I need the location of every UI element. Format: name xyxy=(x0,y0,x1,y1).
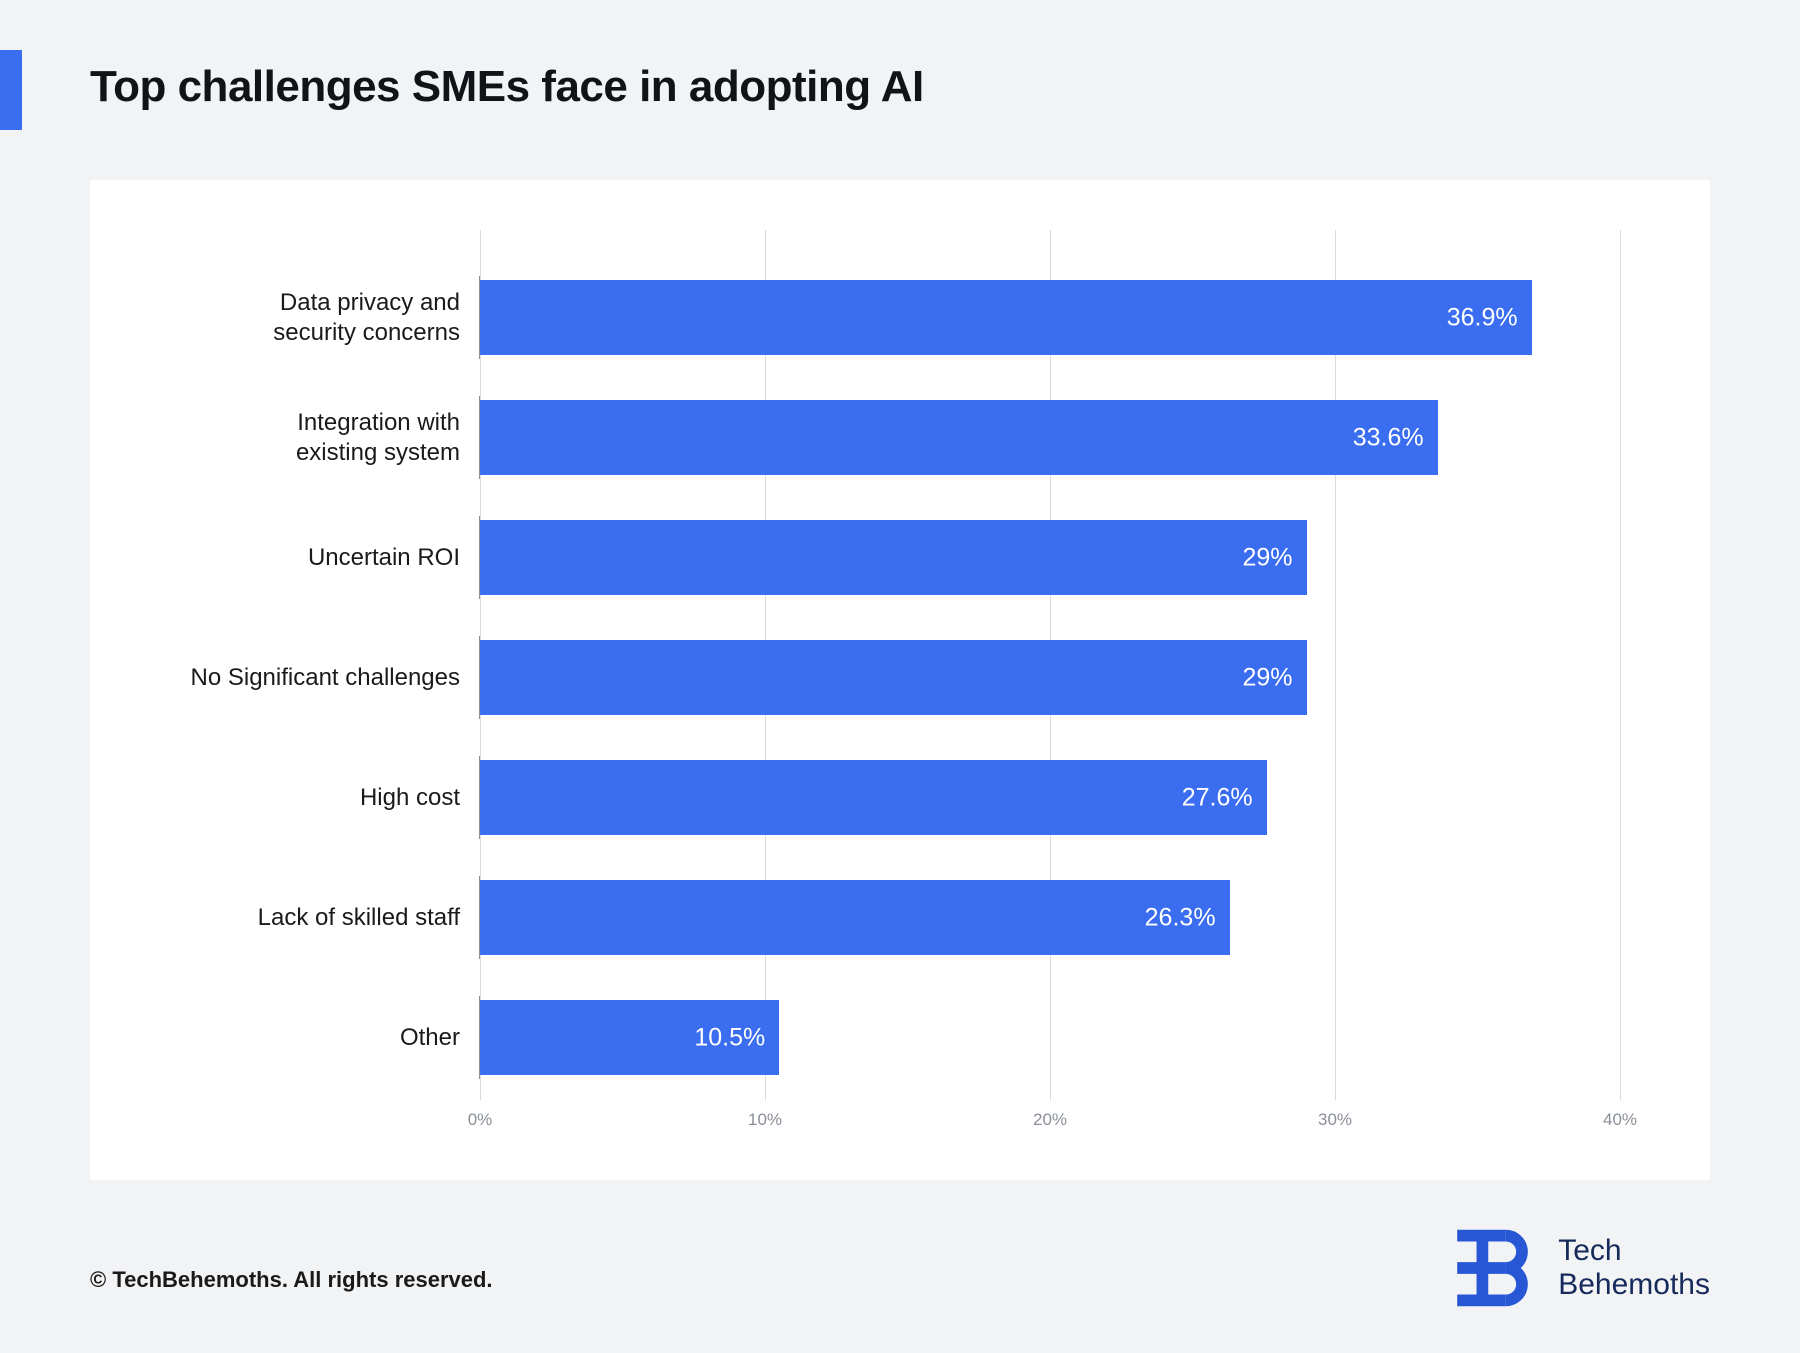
bar-value: 33.6% xyxy=(1353,423,1424,452)
bar-label: Lack of skilled staff xyxy=(160,903,460,933)
brand-text: Tech Behemoths xyxy=(1558,1234,1710,1303)
bar-label: Uncertain ROI xyxy=(160,543,460,573)
bar-label: Integration withexisting system xyxy=(160,408,460,468)
bar-value: 27.6% xyxy=(1182,783,1253,812)
brand-text-line2: Behemoths xyxy=(1558,1268,1710,1303)
bar-value: 10.5% xyxy=(694,1023,765,1052)
chart-plot: 0%10%20%30%40%Data privacy andsecurity c… xyxy=(160,230,1640,1120)
x-axis-tick: 10% xyxy=(748,1110,782,1130)
copyright-text: © TechBehemoths. All rights reserved. xyxy=(90,1267,493,1293)
bar: 27.6% xyxy=(480,760,1267,835)
brand-text-line1: Tech xyxy=(1558,1234,1710,1269)
bar: 33.6% xyxy=(480,400,1438,475)
bar-value: 29% xyxy=(1242,543,1292,572)
brand-logo: Tech Behemoths xyxy=(1450,1223,1710,1313)
x-axis-tick: 40% xyxy=(1603,1110,1637,1130)
bar-value: 29% xyxy=(1242,663,1292,692)
bar: 36.9% xyxy=(480,280,1532,355)
bar-label: Other xyxy=(160,1023,460,1053)
x-axis-tick: 0% xyxy=(468,1110,493,1130)
chart-card: 0% 10% 20% 30% 40% Data privacy andsecurity c… xyxy=(90,180,1710,1180)
brand-icon xyxy=(1450,1223,1540,1313)
gridline xyxy=(1620,230,1621,1100)
bar: 26.3% xyxy=(480,880,1230,955)
bar: 29% xyxy=(480,640,1307,715)
bar-label: Data privacy andsecurity concerns xyxy=(160,288,460,348)
bar-value: 26.3% xyxy=(1145,903,1216,932)
accent-tab xyxy=(0,50,22,130)
bar-label: No Significant challenges xyxy=(160,663,460,693)
x-axis-tick: 30% xyxy=(1318,1110,1352,1130)
bar: 29% xyxy=(480,520,1307,595)
x-axis-tick: 20% xyxy=(1033,1110,1067,1130)
bar-value: 36.9% xyxy=(1447,303,1518,332)
page-title: Top challenges SMEs face in adopting AI xyxy=(90,62,924,112)
bar-label: High cost xyxy=(160,783,460,813)
gridline xyxy=(1335,230,1336,1100)
bar: 10.5% xyxy=(480,1000,779,1075)
